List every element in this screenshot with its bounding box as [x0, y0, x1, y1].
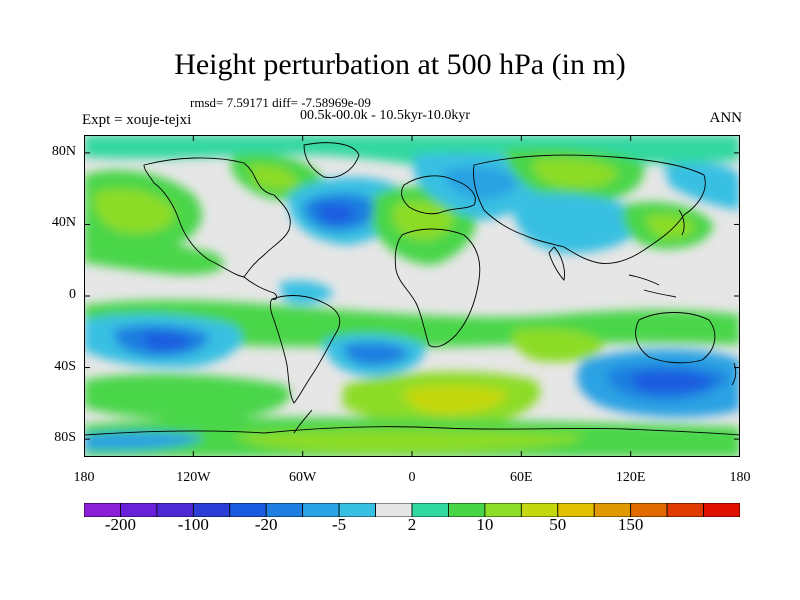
greenland-coast — [303, 142, 360, 178]
coastlines — [84, 142, 740, 436]
europe-pos-inner — [392, 201, 454, 241]
satl-neg-inner — [343, 342, 409, 366]
lat-tick-label: 40N — [51, 215, 76, 231]
eurasia-neg-inner — [443, 166, 519, 200]
colorbar-label: 50 — [549, 515, 567, 534]
chart-title: Height perturbation at 500 hPa (in m) — [174, 48, 626, 81]
lon-tick-label: 0 — [408, 470, 416, 485]
season-label: ANN — [709, 110, 743, 126]
so-atl-pos-inner — [403, 385, 509, 415]
australia-coast — [635, 312, 716, 364]
antarctic-pos-inner — [234, 429, 584, 453]
npac-pos-inner — [93, 188, 175, 234]
spac-neg-core — [139, 332, 192, 351]
asia-coast — [473, 154, 706, 264]
colorbar-label: -5 — [332, 515, 347, 534]
new-zealand-coast — [731, 362, 737, 386]
map-plot — [84, 135, 740, 457]
antarctic-peninsula-coast — [293, 409, 313, 434]
colorbar-label: 10 — [476, 515, 494, 534]
lat-tick-label: 0 — [69, 287, 76, 302]
colorbar-label: -20 — [254, 515, 278, 534]
lon-tick-label: 180 — [729, 470, 751, 485]
alaska-neg — [664, 162, 740, 210]
lat-tick-label: 80S — [54, 430, 76, 446]
lat-tick-label: 40S — [54, 358, 76, 374]
experiment-label: Expt = xouje-tejxi — [82, 112, 192, 128]
colorbar-label: -100 — [177, 515, 209, 534]
samerica-neg — [279, 280, 334, 305]
lon-tick-label: 120W — [176, 470, 211, 485]
period-subtitle: 00.5k-00.0k - 10.5kyr-10.0kyr — [300, 108, 471, 123]
central-america-coast — [243, 276, 278, 300]
siberia-pos-inner — [532, 158, 619, 189]
so-aus-neg-core — [631, 371, 714, 394]
colorbar-label: 150 — [617, 515, 644, 534]
lon-tick-label: 120E — [615, 470, 646, 485]
japan-coast — [678, 209, 685, 236]
colorbar-swatch — [703, 503, 740, 517]
se-asia-coast — [628, 274, 677, 298]
antarctic-neg — [84, 431, 204, 451]
europe-coast — [401, 175, 476, 215]
indian-pos — [512, 328, 604, 362]
south-america-coast — [269, 295, 341, 404]
colorbar-label: -200 — [104, 515, 137, 534]
antarctica-coast — [84, 426, 740, 436]
africa-coast — [394, 228, 481, 348]
lon-tick-label: 180 — [73, 470, 95, 485]
axis-ticks — [84, 135, 740, 457]
lon-tick-label: 60E — [510, 470, 533, 485]
canada-pos-inner — [249, 164, 299, 190]
lon-tick-label: 60W — [289, 470, 317, 485]
asia-neg — [513, 193, 644, 254]
epac-pos — [84, 230, 224, 275]
india-coast — [548, 246, 565, 281]
colorbar-label: 2 — [407, 515, 417, 534]
north-america-coast — [143, 157, 291, 278]
colorbar — [84, 503, 740, 517]
colorbar-swatch — [666, 503, 704, 517]
arctic-band — [84, 135, 740, 165]
lat-tick-label: 80N — [51, 143, 76, 159]
so-pac-pos — [84, 373, 291, 421]
natl-neg-core — [316, 203, 356, 223]
rmsd-subtitle: rmsd= 7.59171 diff= -7.58969e-09 — [190, 95, 371, 110]
